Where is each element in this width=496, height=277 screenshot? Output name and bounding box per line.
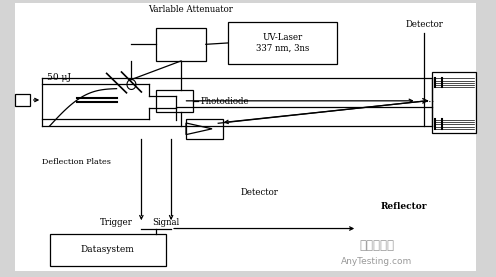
Text: Detector: Detector: [405, 20, 443, 29]
Text: Photodiode: Photodiode: [201, 97, 249, 106]
Bar: [156, 90, 193, 112]
Text: Deflection Plates: Deflection Plates: [42, 158, 111, 166]
Bar: [156, 28, 206, 61]
Bar: [50, 234, 166, 266]
Text: Signal: Signal: [153, 219, 180, 227]
Text: 嘉峨检测网: 嘉峨检测网: [360, 239, 394, 252]
Text: UV-Laser
337 nm, 3ns: UV-Laser 337 nm, 3ns: [256, 33, 310, 53]
Text: Detector: Detector: [241, 188, 278, 197]
Text: Datasystem: Datasystem: [81, 245, 135, 255]
Bar: [186, 119, 223, 138]
Text: Varlable Attenuator: Varlable Attenuator: [148, 5, 234, 14]
Text: Trigger: Trigger: [100, 219, 133, 227]
Text: 50 μJ: 50 μJ: [47, 73, 71, 82]
Bar: [228, 22, 337, 64]
Bar: [432, 72, 476, 133]
Text: AnyTesting.com: AnyTesting.com: [341, 257, 413, 266]
Bar: [15, 94, 30, 106]
Text: Reflector: Reflector: [381, 202, 428, 211]
